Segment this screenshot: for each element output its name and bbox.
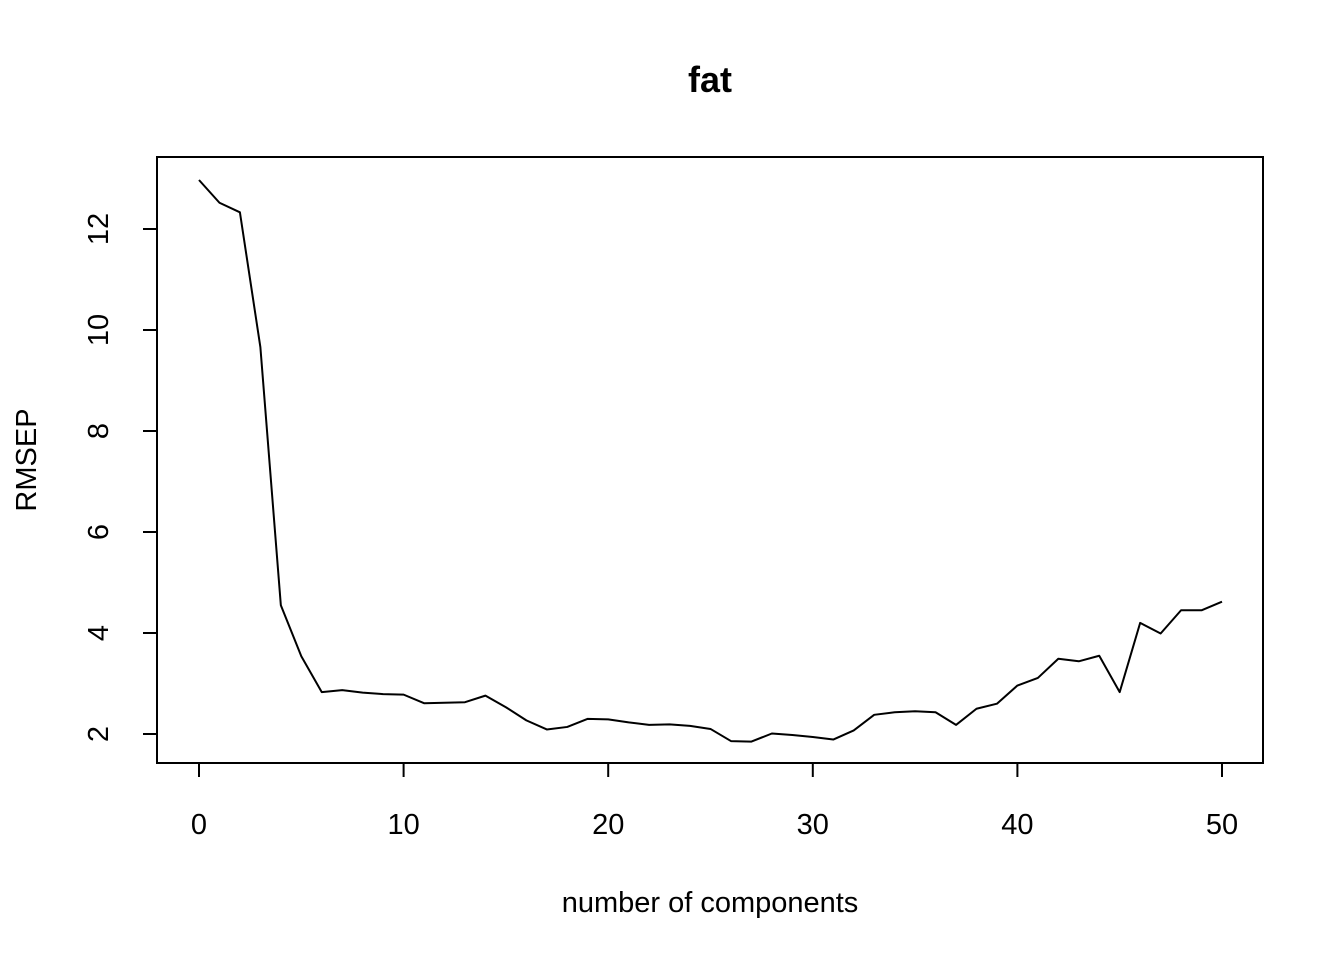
series-group — [198, 179, 1223, 743]
rmsep-series-line — [198, 179, 1223, 743]
plot-frame — [156, 156, 1264, 764]
y-axis-label: RMSEP — [11, 408, 43, 511]
y-tick-label: 10 — [83, 314, 115, 346]
x-tick-label: 40 — [1001, 809, 1033, 841]
x-axis-label: number of components — [562, 887, 859, 919]
chart-title: fat — [688, 59, 732, 100]
y-tick-label: 4 — [83, 625, 115, 641]
x-tick-label: 10 — [387, 809, 419, 841]
x-tick-label: 50 — [1206, 809, 1238, 841]
x-tick-label: 20 — [592, 809, 624, 841]
x-tick-label: 0 — [191, 809, 207, 841]
y-tick-label: 12 — [83, 213, 115, 245]
y-tick-label: 2 — [83, 726, 115, 742]
y-tick-label: 8 — [83, 423, 115, 439]
x-tick-label: 30 — [797, 809, 829, 841]
y-axis: 2 4 6 8 10 12 — [83, 213, 158, 742]
x-axis: 0 10 20 30 40 50 — [191, 762, 1238, 841]
y-tick-label: 6 — [83, 524, 115, 540]
